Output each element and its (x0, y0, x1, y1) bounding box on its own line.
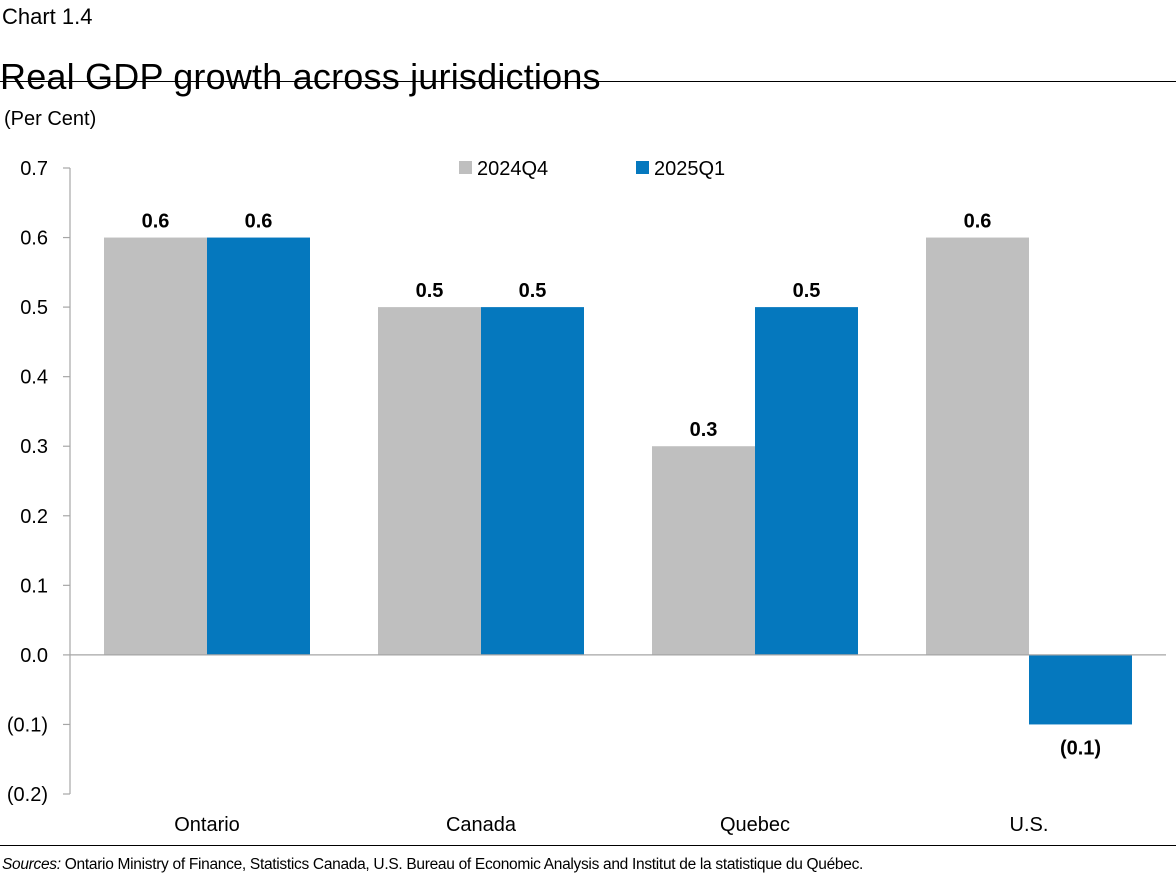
data-label: 0.5 (519, 280, 547, 302)
y-tick-label: 0.6 (20, 228, 48, 250)
y-tick-label: (0.2) (7, 784, 48, 806)
data-label: 0.5 (416, 280, 444, 302)
chart-number: Chart 1.4 (2, 4, 93, 29)
y-tick-label: 0.0 (20, 645, 48, 667)
y-tick-label: 0.3 (20, 436, 48, 458)
x-tick-label: Ontario (174, 814, 240, 836)
y-axis-unit-label: (Per Cent) (4, 108, 97, 130)
legend-label: 2025Q1 (654, 158, 725, 180)
x-tick-label: U.S. (1010, 814, 1049, 836)
data-label: 0.3 (690, 419, 718, 441)
data-label: 0.6 (142, 211, 170, 233)
data-label: 0.6 (964, 211, 992, 233)
chart-title: Real GDP growth across jurisdictions (0, 56, 601, 98)
bar-2024Q4-quebec (652, 446, 755, 655)
legend-swatch-2024Q4 (459, 161, 472, 174)
bar-2025Q1-canada (481, 307, 584, 655)
bar-2025Q1-us (1029, 654, 1132, 725)
bar-2025Q1-ontario (207, 237, 310, 655)
data-label: 0.6 (245, 211, 273, 233)
y-tick-label: 0.7 (20, 158, 48, 180)
y-tick-label: (0.1) (7, 714, 48, 736)
data-label: (0.1) (1060, 737, 1101, 759)
bar-2024Q4-canada (378, 307, 481, 655)
y-tick-label: 0.2 (20, 506, 48, 528)
x-tick-label: Quebec (720, 814, 790, 836)
legend-swatch-2025Q1 (636, 161, 649, 174)
legend-label: 2024Q4 (477, 158, 548, 180)
y-tick-label: 0.5 (20, 297, 48, 319)
sources-text: Ontario Ministry of Finance, Statistics … (60, 856, 864, 873)
y-tick-label: 0.1 (20, 575, 48, 597)
bar-2024Q4-ontario (104, 237, 207, 655)
data-label: 0.5 (793, 280, 821, 302)
y-tick-label: 0.4 (20, 367, 48, 389)
sources-note: Sources: Ontario Ministry of Finance, St… (2, 855, 863, 875)
bar-2025Q1-quebec (755, 307, 858, 655)
bar-chart: 0.7 0.6 0.5 0.4 0.3 0.2 0.1 0.0 (0.1) (0.2) 0.6 0.6… (7, 158, 1166, 836)
x-tick-label: Canada (446, 814, 517, 836)
sources-label: Sources: (2, 856, 61, 873)
bar-2024Q4-us (926, 237, 1029, 655)
footer-divider (0, 845, 1176, 846)
title-divider (0, 81, 1176, 82)
